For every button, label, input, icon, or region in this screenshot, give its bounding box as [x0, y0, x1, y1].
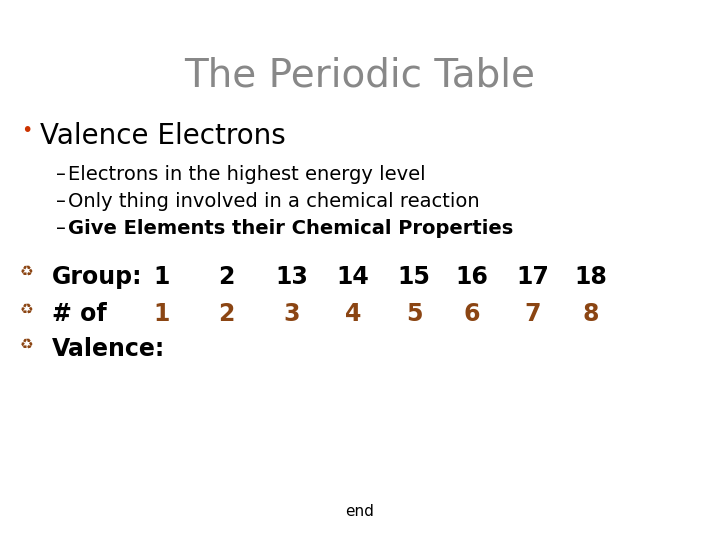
- Text: 16: 16: [455, 265, 488, 288]
- Text: 2: 2: [219, 265, 235, 288]
- Text: Valence:: Valence:: [52, 338, 165, 361]
- Text: ♻: ♻: [20, 302, 34, 318]
- Text: 15: 15: [397, 265, 431, 288]
- Text: Only thing involved in a chemical reaction: Only thing involved in a chemical reacti…: [68, 192, 480, 211]
- Text: 5: 5: [406, 302, 422, 326]
- Text: 17: 17: [516, 265, 549, 288]
- Text: 7: 7: [525, 302, 541, 326]
- Text: 14: 14: [336, 265, 369, 288]
- Text: 1: 1: [154, 265, 170, 288]
- Text: 4: 4: [345, 302, 361, 326]
- Text: 6: 6: [464, 302, 480, 326]
- Text: ♻: ♻: [20, 265, 34, 280]
- Text: ♻: ♻: [20, 338, 34, 353]
- Text: Electrons in the highest energy level: Electrons in the highest energy level: [68, 165, 426, 184]
- Text: 2: 2: [219, 302, 235, 326]
- Text: # of: # of: [52, 302, 107, 326]
- Text: 3: 3: [284, 302, 300, 326]
- Text: 8: 8: [582, 302, 598, 326]
- Text: –: –: [56, 192, 66, 211]
- Text: •: •: [22, 122, 33, 140]
- Text: Give Elements their Chemical Properties: Give Elements their Chemical Properties: [68, 219, 513, 238]
- Text: 1: 1: [154, 302, 170, 326]
- Text: end: end: [346, 504, 374, 519]
- Text: –: –: [56, 219, 66, 238]
- Text: Valence Electrons: Valence Electrons: [40, 122, 285, 150]
- Text: –: –: [56, 165, 66, 184]
- Text: 13: 13: [275, 265, 308, 288]
- Text: Group:: Group:: [52, 265, 143, 288]
- Text: The Periodic Table: The Periodic Table: [184, 57, 536, 94]
- Text: 18: 18: [574, 265, 607, 288]
